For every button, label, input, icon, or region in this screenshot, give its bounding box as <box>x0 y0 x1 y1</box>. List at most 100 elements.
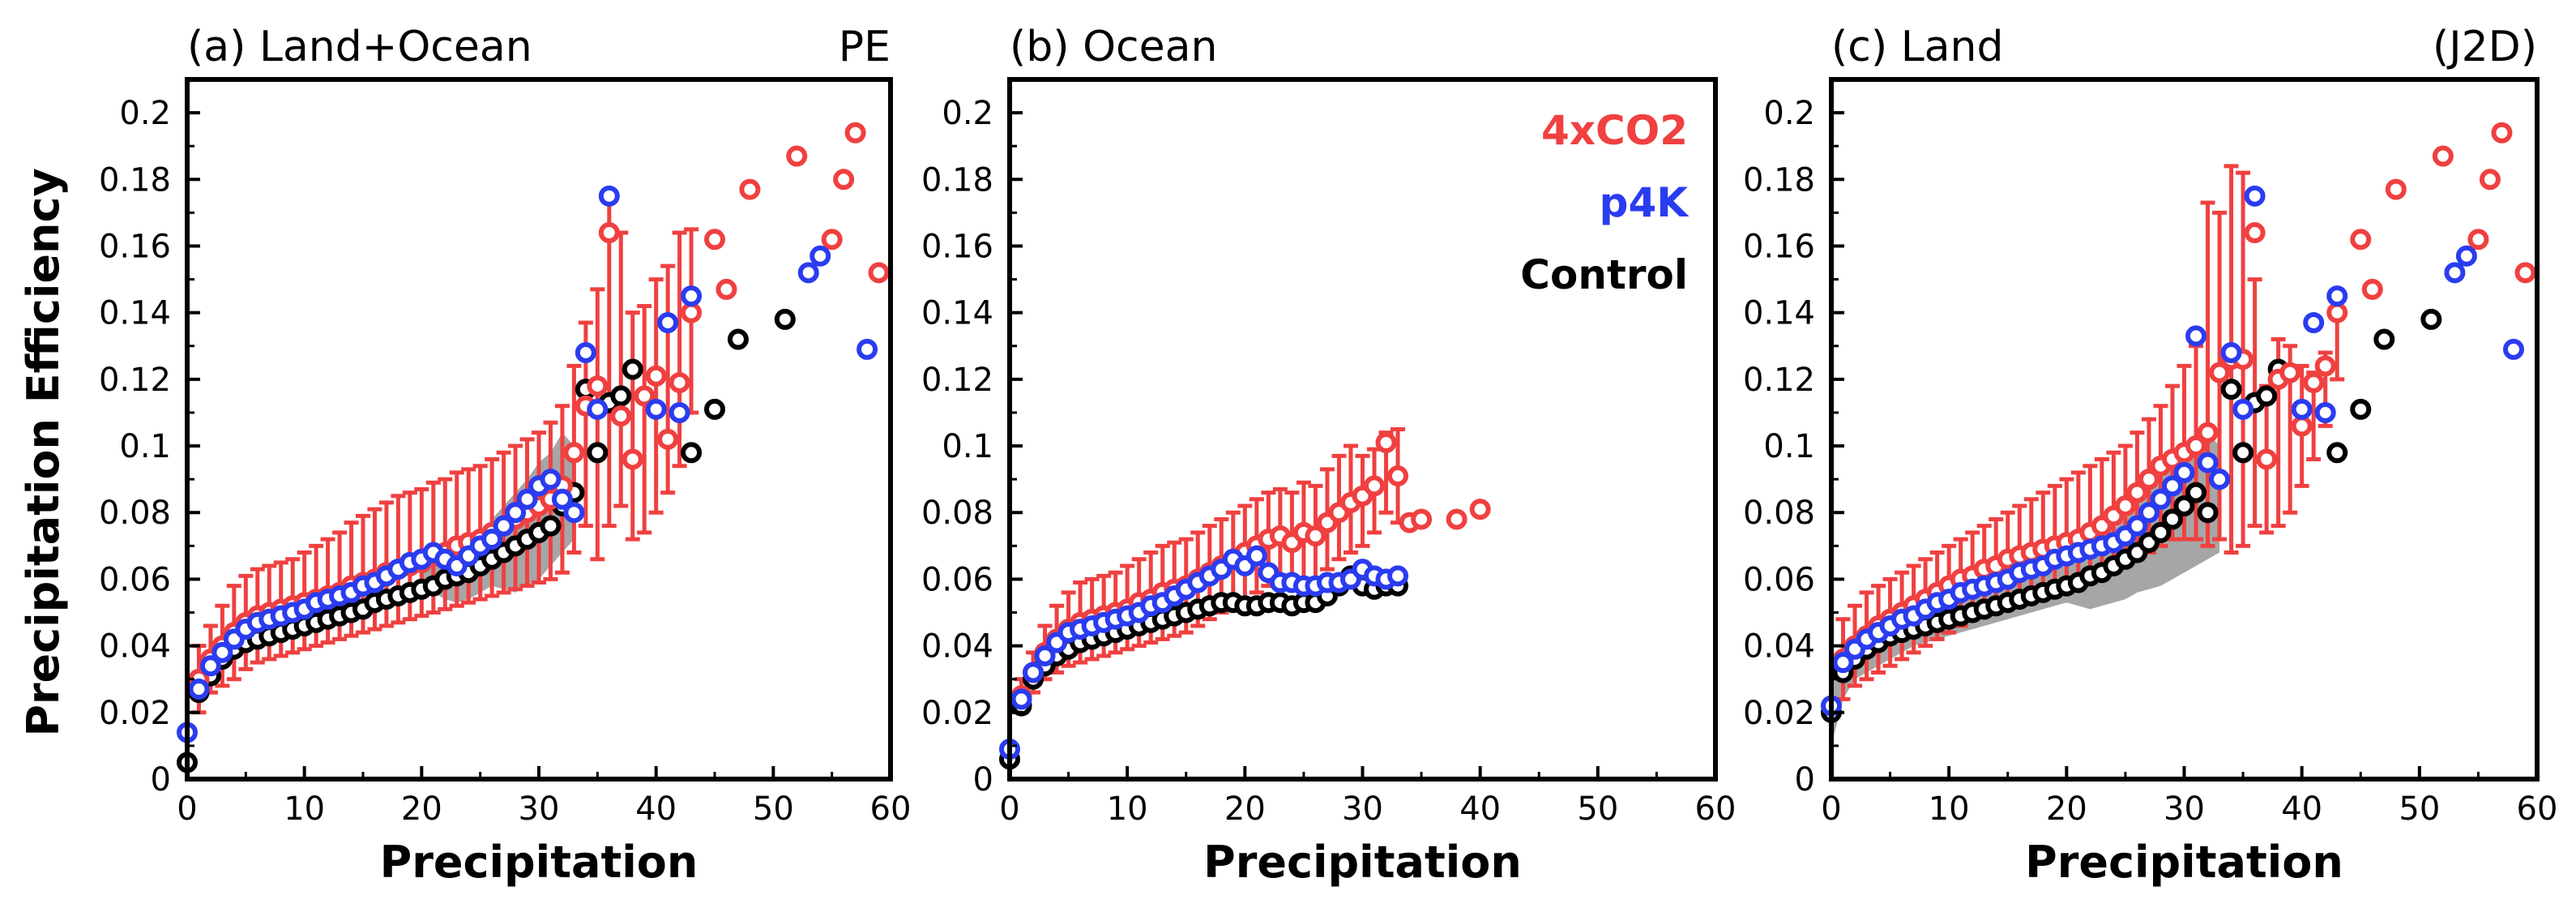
point-p4K <box>1010 688 1032 710</box>
point-4xCO2 <box>681 302 703 323</box>
point-4xCO2 <box>739 178 761 200</box>
point-p4K <box>645 398 667 420</box>
y-tick-label: 0.04 <box>921 628 993 666</box>
point-p4K <box>493 515 515 537</box>
point-Control <box>2420 308 2442 330</box>
y-tick-label: 0.18 <box>1743 161 1815 199</box>
point-4xCO2 <box>2197 422 2219 443</box>
point-4xCO2 <box>587 375 609 397</box>
point-Control <box>727 328 749 350</box>
point-p4K <box>681 285 703 307</box>
panel-c: (c) Land (J2D) 0 10 20 30 40 50 60 0 0.02 0.04 0.06 0… <box>1743 23 2558 888</box>
point-p4K <box>516 488 538 510</box>
panel-a: (a) Land+Ocean PE 0 10 20 30 40 50 60 0 0.02 0.04 0.… <box>99 23 912 888</box>
y-tick-label: 0.02 <box>99 695 171 732</box>
point-p4K <box>857 338 878 360</box>
legend-entry-4xCO2: 4xCO2 <box>1541 107 1688 154</box>
x-tick-label: 40 <box>1459 790 1501 828</box>
y-tick-label: 0.12 <box>1743 362 1815 399</box>
point-p4K <box>1387 565 1409 587</box>
point-p4K <box>2502 338 2524 360</box>
point-4xCO2 <box>669 371 690 393</box>
y-tick-label: 0.14 <box>1743 295 1815 332</box>
x-tick-label: 50 <box>2399 790 2440 828</box>
y-tick-label: 0.04 <box>1743 628 1815 666</box>
point-4xCO2 <box>2467 229 2489 251</box>
point-4xCO2 <box>786 145 808 167</box>
point-p4K <box>2314 401 2336 423</box>
point-4xCO2 <box>563 442 585 464</box>
point-p4K <box>551 488 573 510</box>
point-p4K <box>598 185 620 207</box>
x-axis-title: Precipitation <box>1203 837 1522 888</box>
y-tick-label: 0.02 <box>1743 695 1815 732</box>
point-p4K <box>2185 325 2207 347</box>
point-p4K <box>2173 461 2195 483</box>
point-p4K <box>2138 502 2159 524</box>
point-4xCO2 <box>2385 178 2407 200</box>
point-Control <box>2350 398 2372 420</box>
x-tick-label: 50 <box>1577 790 1618 828</box>
point-4xCO2 <box>2326 302 2348 323</box>
x-axis-title: Precipitation <box>380 837 698 888</box>
y-tick-label: 0.12 <box>99 362 171 399</box>
point-4xCO2 <box>2256 448 2278 470</box>
series-p4K <box>1821 185 2524 717</box>
point-Control <box>2256 385 2278 407</box>
point-Control <box>2373 328 2395 350</box>
point-4xCO2 <box>844 122 866 143</box>
y-tick-label: 0.08 <box>921 495 993 532</box>
y-tick-label: 0.16 <box>99 228 171 265</box>
x-tick-label: 40 <box>635 790 677 828</box>
x-tick-label: 0 <box>1821 790 1841 828</box>
x-tick-label: 60 <box>2517 790 2558 828</box>
point-p4K <box>575 341 596 363</box>
point-4xCO2 <box>2291 415 2313 437</box>
point-4xCO2 <box>2244 222 2266 244</box>
panel-tag: PE <box>839 23 891 71</box>
x-tick-label: 60 <box>1695 790 1737 828</box>
point-p4K <box>540 469 562 490</box>
x-tick-label: 10 <box>1929 790 1970 828</box>
point-4xCO2 <box>2314 355 2336 377</box>
point-p4K <box>810 245 831 267</box>
y-tick-label: 0.1 <box>942 428 993 465</box>
point-4xCO2 <box>1305 525 1326 547</box>
x-tick-label: 30 <box>2164 790 2205 828</box>
point-4xCO2 <box>634 385 656 407</box>
point-p4K <box>2126 515 2148 537</box>
y-tick-label: 0.08 <box>1743 495 1815 532</box>
panel-b: (b) Ocean 0 10 20 30 40 50 60 0 0.02 0.04 0.06 0.08 0… <box>921 23 1737 888</box>
point-p4K <box>587 398 609 420</box>
point-p4K <box>2326 285 2348 307</box>
point-p4K <box>2455 245 2477 267</box>
y-tick-label: 0.1 <box>119 428 171 465</box>
point-Control <box>2232 442 2254 464</box>
series-p4K <box>177 185 878 743</box>
y-tick-label: 0.1 <box>1763 428 1815 465</box>
point-p4K <box>1245 545 1267 567</box>
x-tick-label: 40 <box>2281 790 2322 828</box>
y-tick-label: 0.06 <box>1743 561 1815 598</box>
point-p4K <box>1034 645 1056 666</box>
point-4xCO2 <box>821 229 843 251</box>
x-tick-label: 20 <box>401 790 442 828</box>
point-Control <box>2197 502 2219 524</box>
point-4xCO2 <box>2350 229 2372 251</box>
point-4xCO2 <box>2279 362 2301 383</box>
y-tick-label: 0.06 <box>921 561 993 598</box>
point-Control <box>2220 379 2242 400</box>
y-tick-label: 0.2 <box>942 95 993 132</box>
point-4xCO2 <box>645 365 667 387</box>
point-4xCO2 <box>2114 495 2136 517</box>
point-4xCO2 <box>1469 499 1491 520</box>
point-p4K <box>2197 452 2219 473</box>
x-tick-label: 30 <box>1342 790 1383 828</box>
point-4xCO2 <box>610 405 632 427</box>
point-p4K <box>199 655 221 677</box>
y-tick-label: 0.14 <box>99 295 171 332</box>
point-4xCO2 <box>868 262 890 284</box>
y-tick-label: 0.06 <box>99 561 171 598</box>
x-tick-label: 20 <box>1224 790 1266 828</box>
